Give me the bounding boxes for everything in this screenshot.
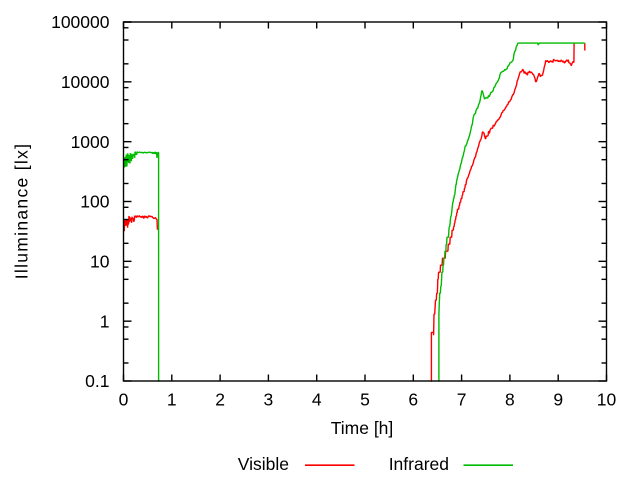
svg-text:1000: 1000 [71, 132, 110, 152]
svg-text:9: 9 [553, 389, 563, 409]
svg-text:100000: 100000 [51, 12, 110, 32]
svg-text:2: 2 [215, 389, 225, 409]
svg-text:Time [h]: Time [h] [331, 418, 394, 438]
svg-text:0.1: 0.1 [85, 371, 109, 391]
svg-text:1: 1 [167, 389, 177, 409]
svg-text:Visible: Visible [238, 454, 289, 474]
svg-text:1: 1 [100, 311, 110, 331]
svg-text:10: 10 [597, 389, 617, 409]
svg-text:0: 0 [119, 389, 129, 409]
svg-text:5: 5 [360, 389, 370, 409]
svg-text:Infrared: Infrared [389, 454, 449, 474]
svg-text:8: 8 [505, 389, 515, 409]
svg-text:4: 4 [312, 389, 322, 409]
svg-text:7: 7 [457, 389, 467, 409]
svg-text:10: 10 [90, 252, 110, 272]
svg-text:10000: 10000 [61, 72, 110, 92]
svg-text:100: 100 [80, 192, 109, 212]
svg-text:3: 3 [264, 389, 274, 409]
svg-text:Illuminance [lx]: Illuminance [lx] [12, 143, 32, 280]
svg-text:6: 6 [408, 389, 418, 409]
